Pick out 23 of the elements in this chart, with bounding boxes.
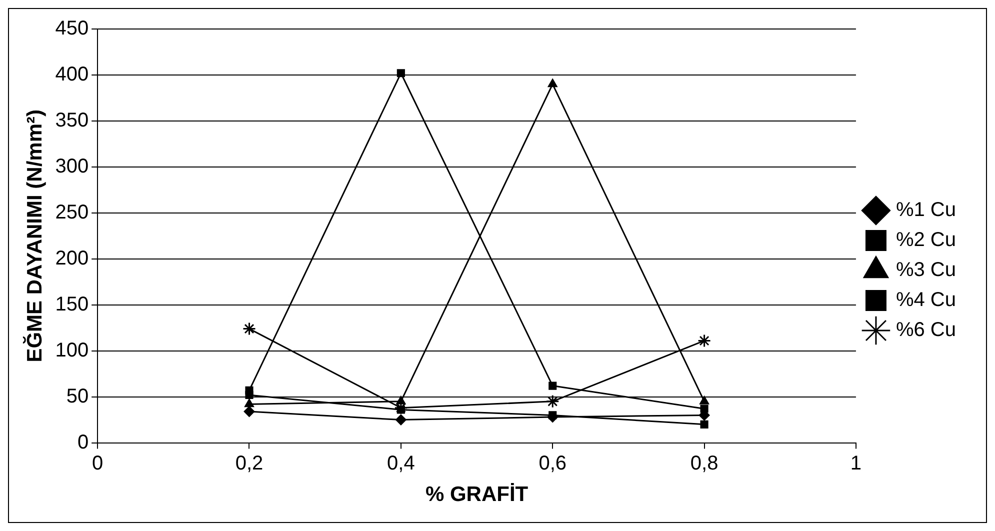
x-tick-label: 0,8 [690,452,718,474]
y-tick-label: 150 [55,293,89,316]
y-tick-label: 350 [55,109,89,132]
x-tick-label: 0,2 [235,452,264,474]
legend-label: %6 Cu [896,319,956,342]
y-tick-label: 400 [55,63,89,86]
y-tick-label: 50 [66,385,89,408]
y-axis-title: EĞME DAYANIMI (N/mm²) [22,109,46,362]
x-tick-label: 0 [92,452,104,474]
y-tick-label: 100 [55,339,89,362]
y-tick-label: 0 [77,431,89,454]
y-tick-label: 450 [55,18,89,40]
y-tick-label: 300 [55,155,89,178]
y-tick-label: 200 [55,247,89,270]
legend-label: %2 Cu [896,229,956,252]
y-tick-label: 250 [55,201,89,224]
x-tick-label: 0,4 [387,452,415,474]
x-tick-label: 0,6 [538,452,567,474]
legend-label: %4 Cu [896,289,956,312]
legend-label: %3 Cu [896,259,956,282]
x-axis-title: % GRAFİT [425,483,528,506]
x-tick-label: 1 [850,452,862,474]
legend-label: %1 Cu [896,199,956,222]
